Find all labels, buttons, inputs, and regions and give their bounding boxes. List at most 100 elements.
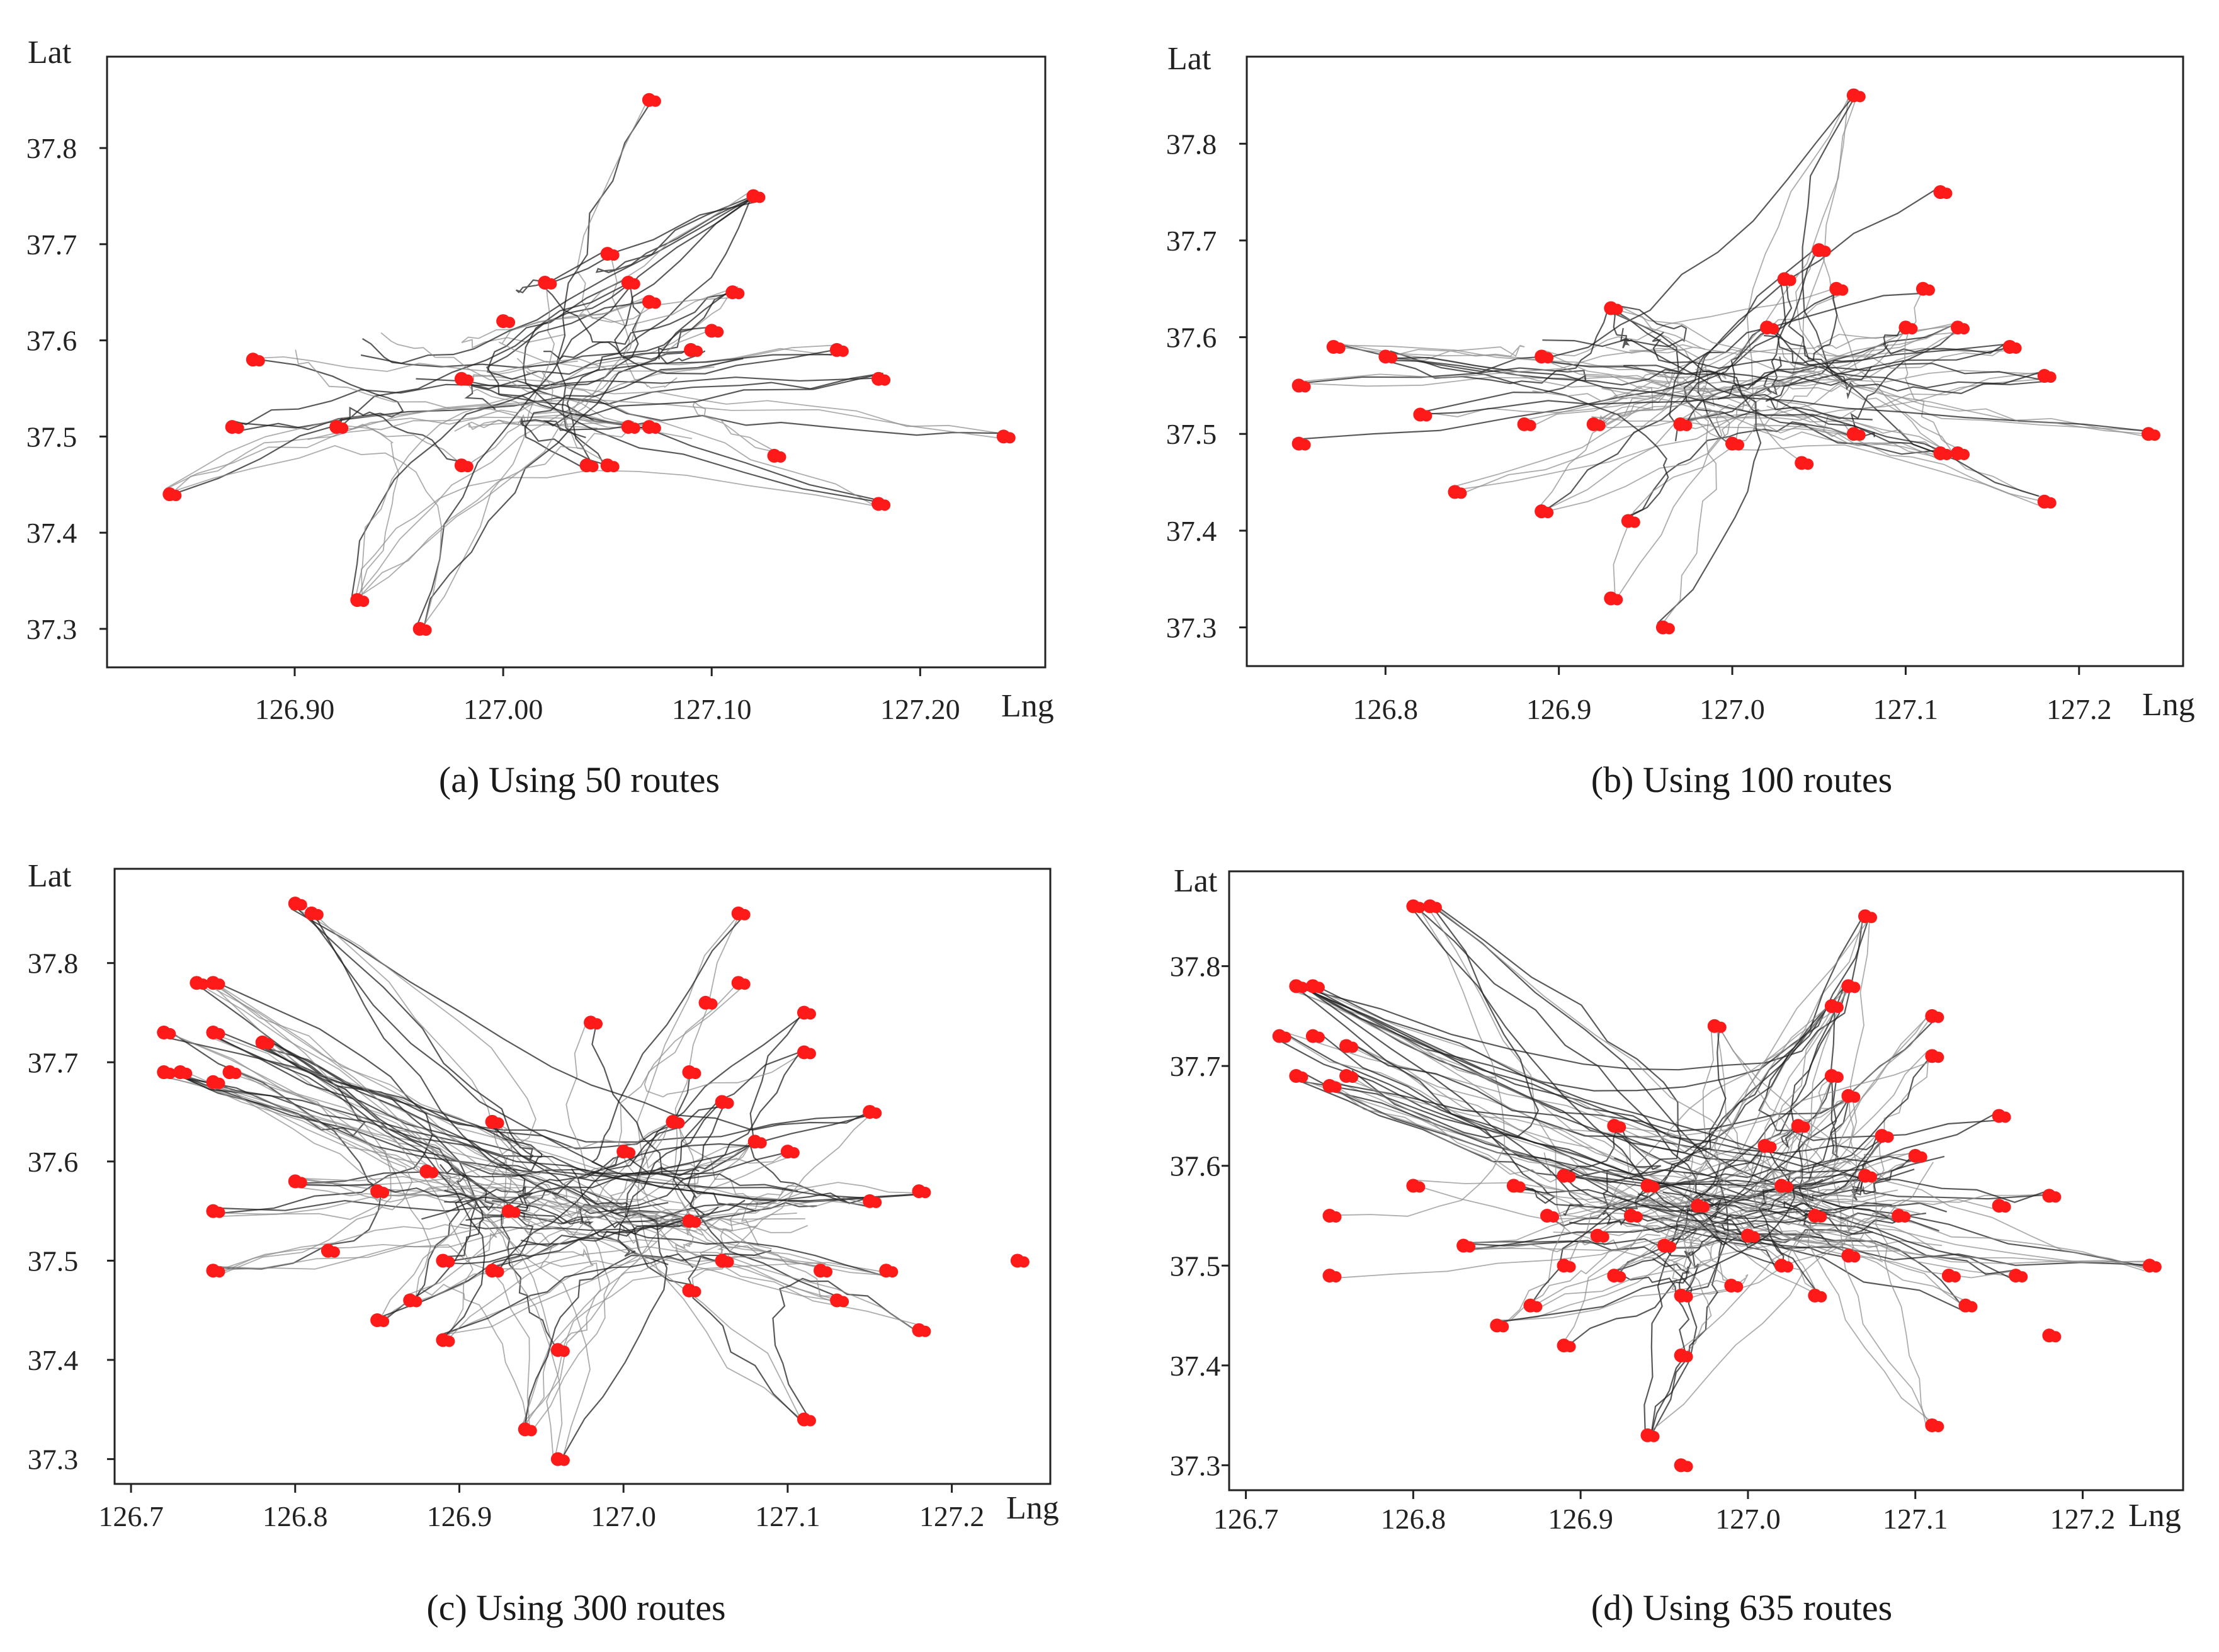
stop-point xyxy=(1882,1131,1894,1143)
x-tick-label: 126.9 xyxy=(1548,1503,1613,1535)
chart-panel-b: 37.3 37.4 37.5 37.6 37.7 37.8 126.8 126.9 127.0 1… xyxy=(1110,0,2219,826)
route-line xyxy=(1336,312,1679,386)
route-line xyxy=(546,1262,883,1462)
stop-point xyxy=(754,191,766,203)
stop-point xyxy=(1524,419,1536,431)
route-line xyxy=(1602,1172,1649,1226)
stop-point xyxy=(1832,1002,1844,1014)
stop-point xyxy=(558,1345,570,1357)
stop-point xyxy=(558,1454,570,1466)
chart-panel-a: 37.3 37.4 37.5 37.6 37.7 37.8 126.90 127.00 127.… xyxy=(0,0,1110,826)
route-line xyxy=(556,103,651,465)
stop-point xyxy=(1299,381,1311,393)
stop-point xyxy=(788,1147,800,1159)
stop-point xyxy=(197,978,209,990)
stop-point xyxy=(1542,352,1554,364)
stop-point xyxy=(1958,323,1970,335)
plot-frame xyxy=(1228,870,2184,1491)
stop-point xyxy=(1785,274,1796,286)
route-line xyxy=(772,1277,916,1416)
stop-point xyxy=(1330,1081,1342,1093)
route-line xyxy=(1669,292,1926,429)
route-line xyxy=(212,1037,872,1208)
route-line xyxy=(1818,1010,1932,1114)
route-line xyxy=(412,1163,468,1303)
route-line xyxy=(1612,1150,1916,1276)
stop-point xyxy=(420,624,432,636)
stop-point xyxy=(1594,419,1606,431)
route-line xyxy=(468,419,634,431)
stop-point xyxy=(870,1196,882,1208)
stop-point xyxy=(608,249,620,261)
x-axis-title: Lng xyxy=(2142,687,2195,723)
x-tick-label: 127.2 xyxy=(2050,1503,2116,1535)
stop-point xyxy=(739,978,751,990)
stop-point xyxy=(213,1028,225,1040)
route-line xyxy=(1714,991,1845,1202)
stop-point xyxy=(1631,1211,1643,1223)
route-line xyxy=(1525,370,2050,430)
route-line xyxy=(1630,339,1939,455)
route-line xyxy=(1727,332,1905,444)
stop-point xyxy=(545,278,557,290)
route-line xyxy=(1341,1070,1651,1210)
stop-point xyxy=(427,1167,439,1179)
route-line xyxy=(1545,1212,1734,1282)
stop-point xyxy=(1866,912,1877,924)
stop-point xyxy=(1802,458,1814,470)
route-line xyxy=(1408,1182,1596,1252)
x-tick-label: 127.20 xyxy=(880,693,960,725)
route-line xyxy=(163,1075,703,1236)
route-line xyxy=(300,900,508,1296)
stop-point xyxy=(328,1246,340,1258)
route-network xyxy=(160,900,921,1464)
route-line xyxy=(1851,1150,1918,1195)
route-line xyxy=(591,1027,757,1212)
stop-point xyxy=(411,1296,423,1308)
route-line xyxy=(1677,1213,1849,1352)
route-line xyxy=(166,1068,591,1459)
stop-point xyxy=(1849,1091,1861,1103)
route-line xyxy=(226,1066,840,1303)
stop-point xyxy=(1765,1141,1777,1153)
route-line xyxy=(414,1283,530,1434)
stop-point xyxy=(232,422,244,434)
stop-point xyxy=(1628,516,1640,528)
y-tick-label: 37.6 xyxy=(1166,322,1217,354)
route-line xyxy=(1499,1147,1796,1323)
stop-point xyxy=(462,374,474,386)
chart-c-caption: (c) Using 300 routes xyxy=(426,1587,726,1628)
stop-point xyxy=(337,422,349,434)
stop-point xyxy=(1598,1231,1609,1243)
route-line xyxy=(1746,92,1852,460)
x-axis-title: Lng xyxy=(2128,1498,2181,1534)
stop-point xyxy=(919,1187,931,1199)
x-tick-label: 127.10 xyxy=(672,693,752,725)
stop-markers xyxy=(1291,88,2160,635)
stop-point xyxy=(1854,91,1866,103)
route-line xyxy=(218,1073,392,1276)
x-tick-label: 127.0 xyxy=(1700,693,1765,725)
stop-point xyxy=(1748,1231,1760,1243)
route-line xyxy=(1781,349,2150,435)
route-line xyxy=(1795,249,2148,432)
stop-point xyxy=(1414,1181,1426,1193)
route-line xyxy=(1611,310,1633,349)
route-line xyxy=(426,1171,805,1217)
route-line xyxy=(1610,307,1782,390)
route-line xyxy=(1594,397,1958,457)
route-line xyxy=(1759,1160,1915,1220)
route-line xyxy=(1463,1247,1712,1359)
stop-point xyxy=(1966,1301,1978,1313)
route-line xyxy=(1721,322,1957,439)
route-line xyxy=(1317,1031,1768,1177)
route-line xyxy=(1613,444,2042,603)
plot-frame xyxy=(113,868,1052,1485)
stop-point xyxy=(1681,1291,1693,1303)
route-line xyxy=(1329,344,1654,427)
stop-point xyxy=(213,1266,225,1278)
y-tick-label: 37.4 xyxy=(28,1344,79,1376)
y-tick-label: 37.5 xyxy=(1170,1250,1221,1282)
route-line xyxy=(1792,1123,1860,1196)
route-line xyxy=(1460,1240,1698,1437)
